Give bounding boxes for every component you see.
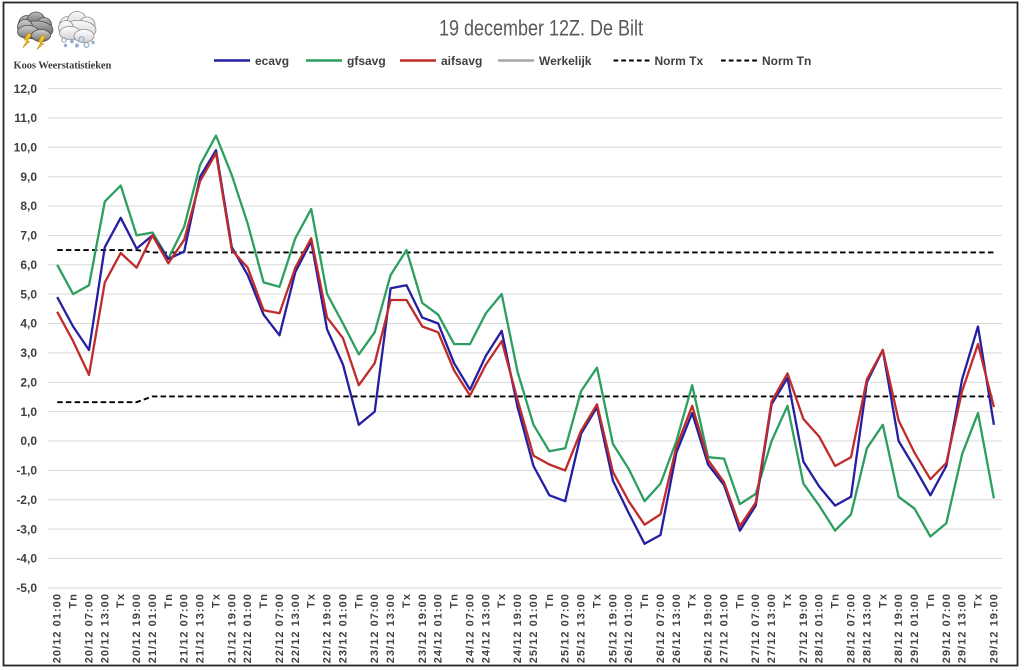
svg-text:26/12 19:00: 26/12 19:00 [703, 593, 715, 663]
svg-text:12,0: 12,0 [14, 82, 38, 96]
svg-text:24/12 07:00: 24/12 07:00 [465, 593, 477, 663]
svg-text:25/12 19:00: 25/12 19:00 [607, 593, 619, 663]
svg-text:29/12 19:00: 29/12 19:00 [988, 593, 1000, 663]
svg-text:3,0: 3,0 [20, 346, 37, 360]
svg-text:Tx: Tx [782, 593, 794, 608]
svg-text:Tn: Tn [449, 593, 461, 609]
svg-text:21/12 13:00: 21/12 13:00 [195, 593, 207, 663]
svg-text:10,0: 10,0 [14, 141, 38, 155]
svg-text:25/12 07:00: 25/12 07:00 [560, 593, 572, 663]
svg-text:Tx: Tx [687, 593, 699, 608]
svg-text:20/12 19:00: 20/12 19:00 [131, 593, 143, 663]
svg-text:Tx: Tx [592, 593, 604, 608]
svg-text:28/12 01:00: 28/12 01:00 [814, 593, 826, 663]
svg-text:23/12 13:00: 23/12 13:00 [385, 593, 397, 663]
svg-text:22/12 19:00: 22/12 19:00 [322, 593, 334, 663]
svg-text:25/12 13:00: 25/12 13:00 [576, 593, 588, 663]
svg-text:27/12 13:00: 27/12 13:00 [766, 593, 778, 663]
svg-text:9,0: 9,0 [20, 170, 37, 184]
svg-text:Tx: Tx [211, 593, 223, 608]
svg-text:20/12 13:00: 20/12 13:00 [99, 593, 111, 663]
svg-text:-1,0: -1,0 [16, 464, 37, 478]
svg-text:-3,0: -3,0 [16, 522, 37, 536]
svg-text:11,0: 11,0 [14, 111, 37, 125]
svg-text:23/12 19:00: 23/12 19:00 [417, 593, 429, 663]
svg-text:Tn: Tn [830, 593, 842, 609]
svg-text:28/12 07:00: 28/12 07:00 [846, 593, 858, 663]
svg-text:24/12 13:00: 24/12 13:00 [480, 593, 492, 663]
svg-text:19 december 12Z. De Bilt: 19 december 12Z. De Bilt [439, 17, 643, 41]
svg-text:Tx: Tx [306, 593, 318, 608]
svg-text:Tx: Tx [496, 593, 508, 608]
svg-text:26/12 07:00: 26/12 07:00 [655, 593, 667, 663]
svg-text:26/12 13:00: 26/12 13:00 [671, 593, 683, 663]
svg-text:gfsavg: gfsavg [347, 54, 386, 68]
svg-text:22/12 01:00: 22/12 01:00 [242, 593, 254, 663]
svg-text:8,0: 8,0 [20, 199, 37, 213]
svg-text:28/12 19:00: 28/12 19:00 [893, 593, 905, 663]
svg-text:24/12 01:00: 24/12 01:00 [433, 593, 445, 663]
svg-text:Tn: Tn [639, 593, 651, 609]
svg-text:Norm Tn: Norm Tn [762, 54, 811, 68]
svg-text:Tx: Tx [877, 593, 889, 608]
svg-text:23/12 01:00: 23/12 01:00 [338, 593, 350, 663]
svg-text:Tn: Tn [163, 593, 175, 609]
svg-text:25/12 01:00: 25/12 01:00 [528, 593, 540, 663]
svg-text:29/12 13:00: 29/12 13:00 [957, 593, 969, 663]
svg-text:29/12 07:00: 29/12 07:00 [941, 593, 953, 663]
svg-text:Tn: Tn [68, 593, 80, 609]
svg-text:28/12 13:00: 28/12 13:00 [861, 593, 873, 663]
svg-text:1,0: 1,0 [20, 405, 37, 419]
svg-text:Werkelijk: Werkelijk [539, 54, 592, 68]
svg-text:aifsavg: aifsavg [441, 54, 482, 68]
svg-text:Tn: Tn [544, 593, 556, 609]
svg-text:21/12 07:00: 21/12 07:00 [179, 593, 191, 663]
svg-text:21/12 19:00: 21/12 19:00 [226, 593, 238, 663]
svg-text:26/12 01:00: 26/12 01:00 [623, 593, 635, 663]
svg-text:22/12 07:00: 22/12 07:00 [274, 593, 286, 663]
svg-text:6,0: 6,0 [20, 258, 37, 272]
svg-text:22/12 13:00: 22/12 13:00 [290, 593, 302, 663]
svg-text:20/12 07:00: 20/12 07:00 [84, 593, 96, 663]
svg-text:-2,0: -2,0 [16, 493, 37, 507]
svg-text:21/12 01:00: 21/12 01:00 [147, 593, 159, 663]
svg-text:27/12 07:00: 27/12 07:00 [750, 593, 762, 663]
svg-text:27/12 01:00: 27/12 01:00 [719, 593, 731, 663]
svg-text:-4,0: -4,0 [16, 552, 37, 566]
svg-text:20/12 01:00: 20/12 01:00 [52, 593, 64, 663]
svg-text:Tx: Tx [115, 593, 127, 608]
svg-text:Tn: Tn [734, 593, 746, 609]
svg-text:24/12 19:00: 24/12 19:00 [512, 593, 524, 663]
svg-text:Koos Weerstatistieken: Koos Weerstatistieken [14, 61, 112, 72]
svg-text:2,0: 2,0 [20, 376, 37, 390]
svg-text:7,0: 7,0 [20, 229, 37, 243]
svg-text:-5,0: -5,0 [16, 581, 37, 595]
svg-text:Tn: Tn [925, 593, 937, 609]
svg-text:Tn: Tn [258, 593, 270, 609]
svg-text:27/12 19:00: 27/12 19:00 [798, 593, 810, 663]
svg-text:ecavg: ecavg [255, 54, 289, 68]
svg-text:Tx: Tx [973, 593, 985, 608]
svg-text:5,0: 5,0 [20, 287, 37, 301]
svg-text:0,0: 0,0 [20, 434, 37, 448]
svg-text:4,0: 4,0 [20, 317, 37, 331]
svg-text:29/12 01:00: 29/12 01:00 [909, 593, 921, 663]
svg-text:Tn: Tn [353, 593, 365, 609]
svg-text:23/12 07:00: 23/12 07:00 [369, 593, 381, 663]
svg-text:Tx: Tx [401, 593, 413, 608]
svg-text:Norm Tx: Norm Tx [655, 54, 704, 68]
